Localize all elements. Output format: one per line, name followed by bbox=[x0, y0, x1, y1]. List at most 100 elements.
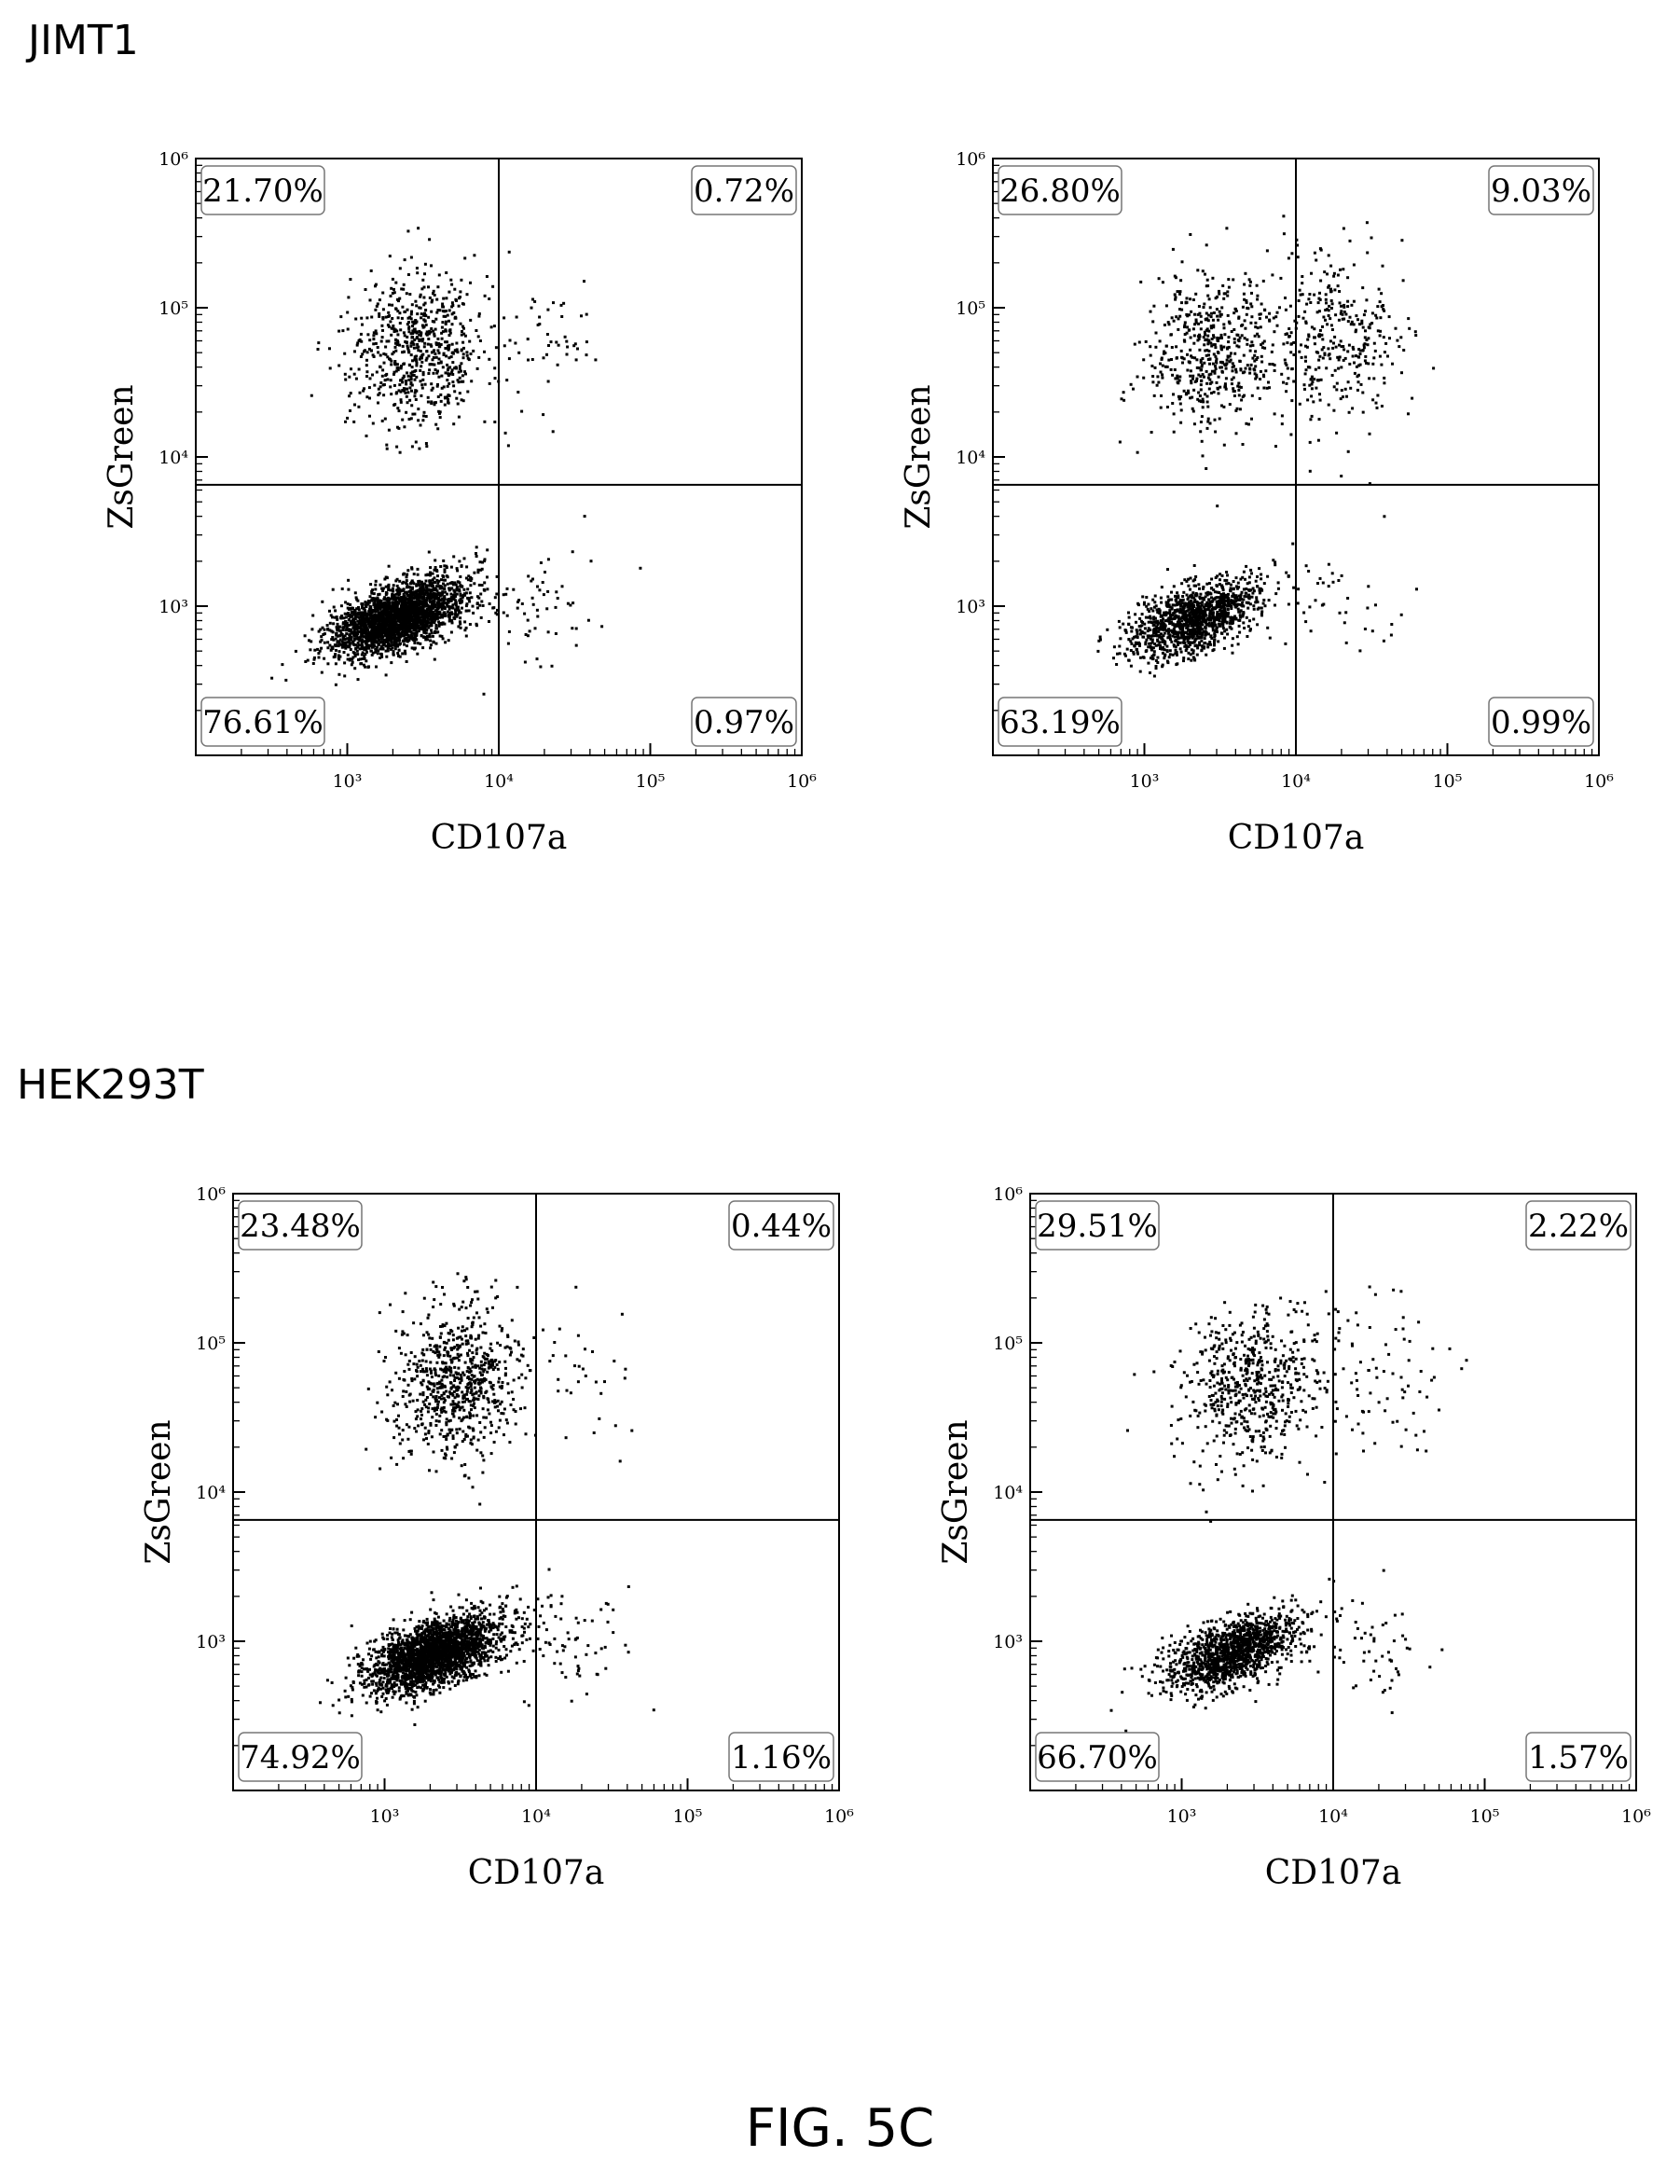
event-dot bbox=[507, 629, 511, 633]
event-dot bbox=[420, 287, 424, 291]
event-dot bbox=[413, 607, 417, 611]
event-dot bbox=[1202, 336, 1205, 339]
event-dot bbox=[361, 603, 364, 607]
event-dot bbox=[1201, 623, 1205, 627]
event-dot bbox=[1212, 598, 1216, 601]
event-dot bbox=[456, 613, 460, 616]
event-dot bbox=[345, 626, 349, 629]
event-dot bbox=[415, 604, 419, 608]
event-dot bbox=[469, 584, 473, 587]
event-dot bbox=[340, 640, 344, 643]
event-dot bbox=[517, 599, 521, 602]
event-dot bbox=[594, 358, 598, 362]
event-dot bbox=[426, 608, 430, 612]
event-dot bbox=[404, 621, 407, 625]
event-dot bbox=[414, 613, 418, 616]
event-dot bbox=[370, 629, 374, 633]
event-dot bbox=[1146, 634, 1150, 638]
event-dot bbox=[1157, 629, 1161, 633]
event-dot bbox=[425, 621, 429, 625]
event-dot bbox=[1232, 602, 1236, 606]
event-dot bbox=[355, 631, 358, 634]
event-dot bbox=[335, 626, 338, 629]
event-dot bbox=[1222, 646, 1226, 650]
event-dot bbox=[363, 614, 366, 617]
event-dot bbox=[332, 638, 336, 642]
event-dot bbox=[375, 645, 379, 649]
event-dot bbox=[1240, 334, 1244, 338]
event-dot bbox=[538, 323, 542, 325]
event-dot bbox=[461, 325, 464, 328]
event-dot bbox=[475, 601, 479, 605]
event-dot bbox=[1184, 615, 1188, 619]
event-dot bbox=[377, 619, 380, 623]
event-dot bbox=[378, 629, 381, 632]
event-dot bbox=[419, 331, 422, 335]
event-dot bbox=[1210, 380, 1214, 384]
event-dot bbox=[1192, 596, 1195, 600]
event-dot bbox=[401, 380, 405, 384]
event-dot bbox=[424, 615, 428, 618]
event-dot bbox=[1208, 362, 1211, 366]
event-dot bbox=[328, 621, 332, 625]
event-dot bbox=[1178, 641, 1182, 644]
event-dot bbox=[342, 616, 346, 620]
event-dot bbox=[1182, 617, 1186, 621]
event-dot bbox=[1219, 584, 1223, 587]
event-dot bbox=[1191, 651, 1195, 655]
event-dot bbox=[1161, 628, 1164, 631]
event-dot bbox=[1190, 631, 1193, 635]
event-dot bbox=[1198, 621, 1202, 625]
event-dot bbox=[1187, 629, 1191, 632]
event-dot bbox=[385, 629, 389, 633]
event-dot bbox=[411, 622, 415, 626]
event-dot bbox=[379, 633, 381, 637]
event-dot bbox=[1250, 305, 1254, 309]
event-dot bbox=[1124, 630, 1128, 634]
event-dot bbox=[407, 326, 411, 330]
event-dot bbox=[376, 596, 379, 600]
event-dot bbox=[1208, 422, 1212, 425]
event-dot bbox=[369, 583, 373, 587]
event-dot bbox=[1148, 610, 1151, 613]
event-dot bbox=[1204, 626, 1206, 629]
event-dot bbox=[400, 627, 404, 629]
event-dot bbox=[1173, 635, 1177, 639]
event-dot bbox=[406, 391, 410, 394]
event-dot bbox=[1219, 601, 1223, 605]
event-dot bbox=[1191, 634, 1195, 638]
event-dot bbox=[1213, 638, 1217, 642]
event-dot bbox=[1228, 625, 1232, 629]
event-dot bbox=[1222, 345, 1226, 349]
event-dot bbox=[1192, 629, 1196, 633]
event-dot bbox=[385, 591, 389, 595]
event-dot bbox=[1221, 602, 1225, 606]
event-dot bbox=[1217, 603, 1220, 607]
event-dot bbox=[358, 621, 362, 625]
event-dot bbox=[370, 633, 374, 637]
event-dot bbox=[435, 627, 439, 630]
event-dot bbox=[1179, 604, 1182, 608]
event-dot bbox=[545, 607, 549, 611]
event-dot bbox=[379, 641, 382, 644]
event-dot bbox=[444, 641, 448, 644]
event-dot bbox=[394, 392, 398, 395]
event-dot bbox=[1171, 622, 1175, 626]
event-dot bbox=[411, 332, 415, 335]
event-dot bbox=[488, 602, 491, 605]
event-dot bbox=[392, 325, 395, 327]
event-dot bbox=[1238, 385, 1241, 389]
event-dot bbox=[1190, 648, 1193, 652]
event-dot bbox=[1129, 626, 1133, 629]
y-tick-label: 10⁴ bbox=[158, 448, 188, 468]
event-dot bbox=[383, 608, 387, 612]
event-dot bbox=[1171, 629, 1175, 633]
event-dot bbox=[1188, 641, 1191, 644]
event-dot bbox=[1201, 609, 1205, 613]
event-dot bbox=[349, 392, 352, 395]
event-dot bbox=[488, 357, 491, 361]
event-dot bbox=[1267, 599, 1271, 602]
event-dot bbox=[408, 613, 412, 616]
event-dot bbox=[1210, 369, 1214, 373]
event-dot bbox=[405, 410, 408, 414]
